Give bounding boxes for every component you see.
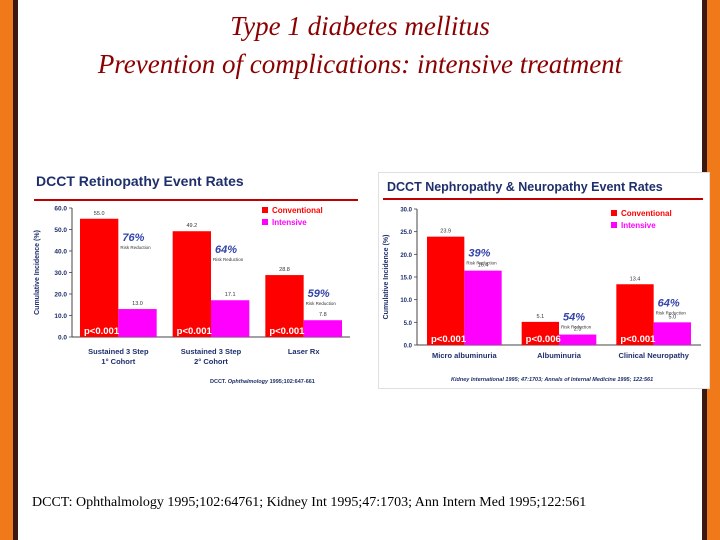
y-tick-label: 30.0 (400, 208, 412, 214)
x-category-label: Sustained 3 Step (88, 347, 149, 356)
slide-border-orange-right (707, 0, 720, 540)
bar-conventional (616, 284, 654, 345)
y-tick-label: 10.0 (54, 313, 67, 320)
legend-swatch-conventional (262, 207, 268, 213)
legend-swatch-intensive (611, 222, 617, 228)
bar-conventional (427, 236, 465, 345)
bar-intensive (653, 322, 691, 345)
legend-label-intensive: Intensive (272, 218, 307, 227)
slide-title-line2: Prevention of complications: intensive t… (97, 49, 623, 79)
chart-source-author: DCCT. (210, 379, 228, 385)
risk-reduction-caption: Risk Reduction (213, 257, 244, 262)
p-value-label: p<0.001 (269, 326, 305, 337)
bar-value-label: 23.9 (440, 229, 451, 235)
x-category-label-line2: 1° Cohort (101, 357, 135, 366)
risk-reduction-caption: Risk Reduction (656, 310, 687, 315)
bar-value-label: 16.4 (478, 263, 489, 269)
x-category-label: Laser Rx (288, 347, 321, 356)
risk-reduction-caption: Risk Reduction (120, 245, 151, 250)
bar-intensive (211, 300, 250, 337)
bar-conventional (265, 275, 304, 337)
chart-source: Kidney International 1995; 47:1703; Anna… (451, 377, 653, 383)
slide-title-line1: Type 1 diabetes mellitus (230, 11, 490, 41)
bar-value-label: 13.4 (630, 276, 641, 282)
risk-reduction-caption: Risk Reduction (466, 261, 497, 266)
x-category-label: Micro albuminuria (432, 351, 497, 360)
bar-value-label: 5.1 (537, 314, 545, 320)
p-value-label: p<0.001 (620, 334, 656, 345)
risk-reduction-caption: Risk Reduction (561, 325, 592, 330)
bar-value-label: 7.8 (319, 312, 327, 318)
y-tick-label: 0.0 (404, 344, 413, 350)
legend-swatch-conventional (611, 210, 617, 216)
legend-label-intensive: Intensive (621, 221, 656, 230)
chart-title: DCCT Retinopathy Event Rates (36, 173, 244, 189)
y-tick-label: 25.0 (400, 230, 412, 236)
chart-source-journal: Ophthalmology (228, 379, 270, 385)
x-category-label-line2: 2° Cohort (194, 357, 228, 366)
y-tick-label: 15.0 (400, 276, 412, 282)
bar-conventional (521, 321, 559, 345)
retinopathy-chart-panel: DCCT Retinopathy Event Rates Cumulative I… (30, 168, 370, 393)
bar-value-label: 55.0 (94, 211, 105, 217)
retinopathy-chart: DCCT Retinopathy Event Rates Cumulative I… (34, 173, 358, 385)
bar-conventional (80, 218, 119, 337)
y-tick-label: 40.0 (54, 249, 67, 256)
risk-reduction-percent: 59% (308, 288, 330, 300)
x-category-label: Clinical Neuropathy (618, 351, 689, 360)
bar-value-label: 5.0 (669, 314, 677, 320)
nephropathy-chart: DCCT Nephropathy & Neuropathy Event Rate… (383, 180, 703, 383)
chart-source-volume: 1995;102:647-661 (270, 379, 315, 385)
p-value-label: p<0.001 (177, 326, 213, 337)
risk-reduction-percent: 76% (122, 232, 144, 244)
bar-conventional (172, 231, 211, 337)
risk-reduction-caption: Risk Reduction (306, 301, 337, 306)
y-axis-label: Cumulative Incidence (%) (34, 230, 41, 315)
nephropathy-chart-panel: DCCT Nephropathy & Neuropathy Event Rate… (378, 172, 710, 389)
y-tick-label: 50.0 (54, 227, 67, 234)
bar-value-label: 49.2 (186, 223, 197, 229)
p-value-label: p<0.001 (84, 326, 120, 337)
y-tick-label: 10.0 (400, 298, 412, 304)
y-axis-label: Cumulative Incidence (%) (383, 235, 390, 320)
risk-reduction-percent: 64% (658, 297, 680, 309)
p-value-label: p<0.006 (526, 334, 561, 345)
bar-intensive (464, 270, 502, 345)
x-category-label: Albuminuria (537, 351, 582, 360)
risk-reduction-percent: 64% (215, 244, 237, 256)
bar-intensive (303, 320, 342, 337)
chart-title: DCCT Nephropathy & Neuropathy Event Rate… (387, 180, 663, 194)
chart-source: DCCT. Ophthalmology 1995;102:647-661 (210, 379, 315, 385)
bar-value-label: 13.0 (132, 301, 143, 307)
y-tick-label: 0.0 (58, 335, 67, 342)
slide-border-dark (13, 0, 18, 540)
legend-swatch-intensive (262, 219, 268, 225)
bar-intensive (118, 309, 157, 337)
bar-value-label: 28.8 (279, 267, 290, 273)
y-tick-label: 20.0 (400, 253, 412, 259)
risk-reduction-percent: 39% (468, 248, 490, 260)
risk-reduction-percent: 54% (563, 312, 585, 324)
p-value-label: p<0.001 (431, 334, 467, 345)
legend-label-conventional: Conventional (621, 209, 672, 218)
y-tick-label: 30.0 (54, 270, 67, 277)
legend-label-conventional: Conventional (272, 206, 323, 215)
bar-value-label: 2.3 (574, 327, 582, 333)
y-tick-label: 20.0 (54, 292, 67, 299)
bar-value-label: 17.1 (225, 292, 236, 298)
y-tick-label: 60.0 (54, 206, 67, 213)
x-category-label: Sustained 3 Step (181, 347, 242, 356)
bar-intensive (559, 334, 597, 345)
slide-footer-citation: DCCT: Ophthalmology 1995;102:64761; Kidn… (32, 495, 587, 510)
slide-border-orange (0, 0, 13, 540)
y-tick-label: 5.0 (404, 321, 413, 327)
